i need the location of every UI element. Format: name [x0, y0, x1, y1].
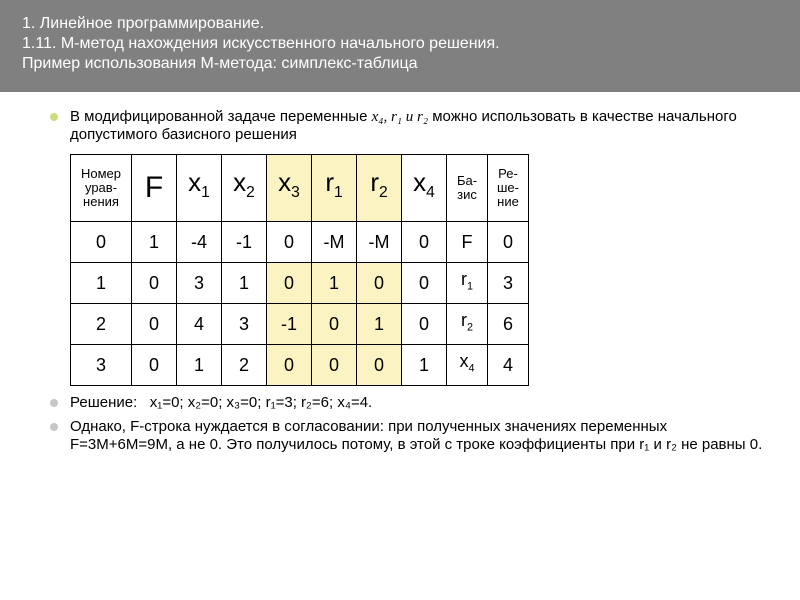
table-cell: 0: [357, 345, 402, 386]
table-row: 10310100r13: [71, 263, 529, 304]
table-cell: -M: [357, 222, 402, 263]
bullet-note: Однако, F-строка нуждается в согласовани…: [48, 418, 772, 454]
table-header-cell: x4: [402, 155, 447, 222]
table-cell: 0: [357, 263, 402, 304]
table-header-cell: x1: [177, 155, 222, 222]
content: В модифицированной задаче переменные x₄,…: [0, 92, 800, 454]
table-cell: 0: [312, 304, 357, 345]
table-cell: 4: [488, 345, 529, 386]
table-cell: 1: [177, 345, 222, 386]
table-cell: r1: [447, 263, 488, 304]
table-header-cell: r1: [312, 155, 357, 222]
table-row: 30120001x44: [71, 345, 529, 386]
table-cell: -4: [177, 222, 222, 263]
table-cell: -1: [222, 222, 267, 263]
table-row: 01-4-10-M-M0F0: [71, 222, 529, 263]
table-cell: 3: [177, 263, 222, 304]
table-cell: 0: [402, 304, 447, 345]
table-cell: -1: [267, 304, 312, 345]
table-cell: 1: [402, 345, 447, 386]
table-cell: 0: [488, 222, 529, 263]
table-cell: x4: [447, 345, 488, 386]
table-cell: 1: [357, 304, 402, 345]
table-cell: 0: [132, 345, 177, 386]
table-cell: 0: [402, 222, 447, 263]
table-cell: 0: [132, 304, 177, 345]
table-cell: 0: [402, 263, 447, 304]
table-cell: -M: [312, 222, 357, 263]
bullet-intro: В модифицированной задаче переменные x₄,…: [48, 108, 772, 144]
table-cell: 0: [267, 345, 312, 386]
table-cell: 1: [71, 263, 132, 304]
bullet-solution: Решение: x₁=0; x₂=0; x₃=0; r₁=3; r₂=6; x…: [48, 394, 772, 412]
table-cell: 3: [488, 263, 529, 304]
title-line-1: 1. Линейное программирование.: [22, 14, 778, 34]
table-cell: 1: [222, 263, 267, 304]
table-cell: 1: [312, 263, 357, 304]
table-cell: 0: [132, 263, 177, 304]
table-cell: 2: [222, 345, 267, 386]
table-cell: F: [447, 222, 488, 263]
table-cell: r2: [447, 304, 488, 345]
table-header-cell: x3: [267, 155, 312, 222]
table-header-cell: Ре- ше- ние: [488, 155, 529, 222]
table-cell: 0: [71, 222, 132, 263]
table-cell: 0: [267, 263, 312, 304]
title-bar: 1. Линейное программирование. 1.11. М-ме…: [0, 0, 800, 92]
simplex-table: Номер урав- ненияFx1x2x3r1r2x4Ба- зисРе-…: [70, 154, 529, 386]
table-header-cell: Номер урав- нения: [71, 155, 132, 222]
title-line-2: 1.11. М-метод нахождения искусственного …: [22, 34, 778, 54]
table-cell: 0: [267, 222, 312, 263]
table-row: 2043-1010r26: [71, 304, 529, 345]
table-cell: 4: [177, 304, 222, 345]
table-header-cell: F: [132, 155, 177, 222]
table-cell: 3: [71, 345, 132, 386]
table-header-cell: r2: [357, 155, 402, 222]
table-cell: 6: [488, 304, 529, 345]
table-cell: 2: [71, 304, 132, 345]
title-line-3: Пример использования М-метода: симплекс-…: [22, 54, 778, 74]
table-cell: 0: [312, 345, 357, 386]
table-header-cell: Ба- зис: [447, 155, 488, 222]
table-header-cell: x2: [222, 155, 267, 222]
table-cell: 3: [222, 304, 267, 345]
table-cell: 1: [132, 222, 177, 263]
